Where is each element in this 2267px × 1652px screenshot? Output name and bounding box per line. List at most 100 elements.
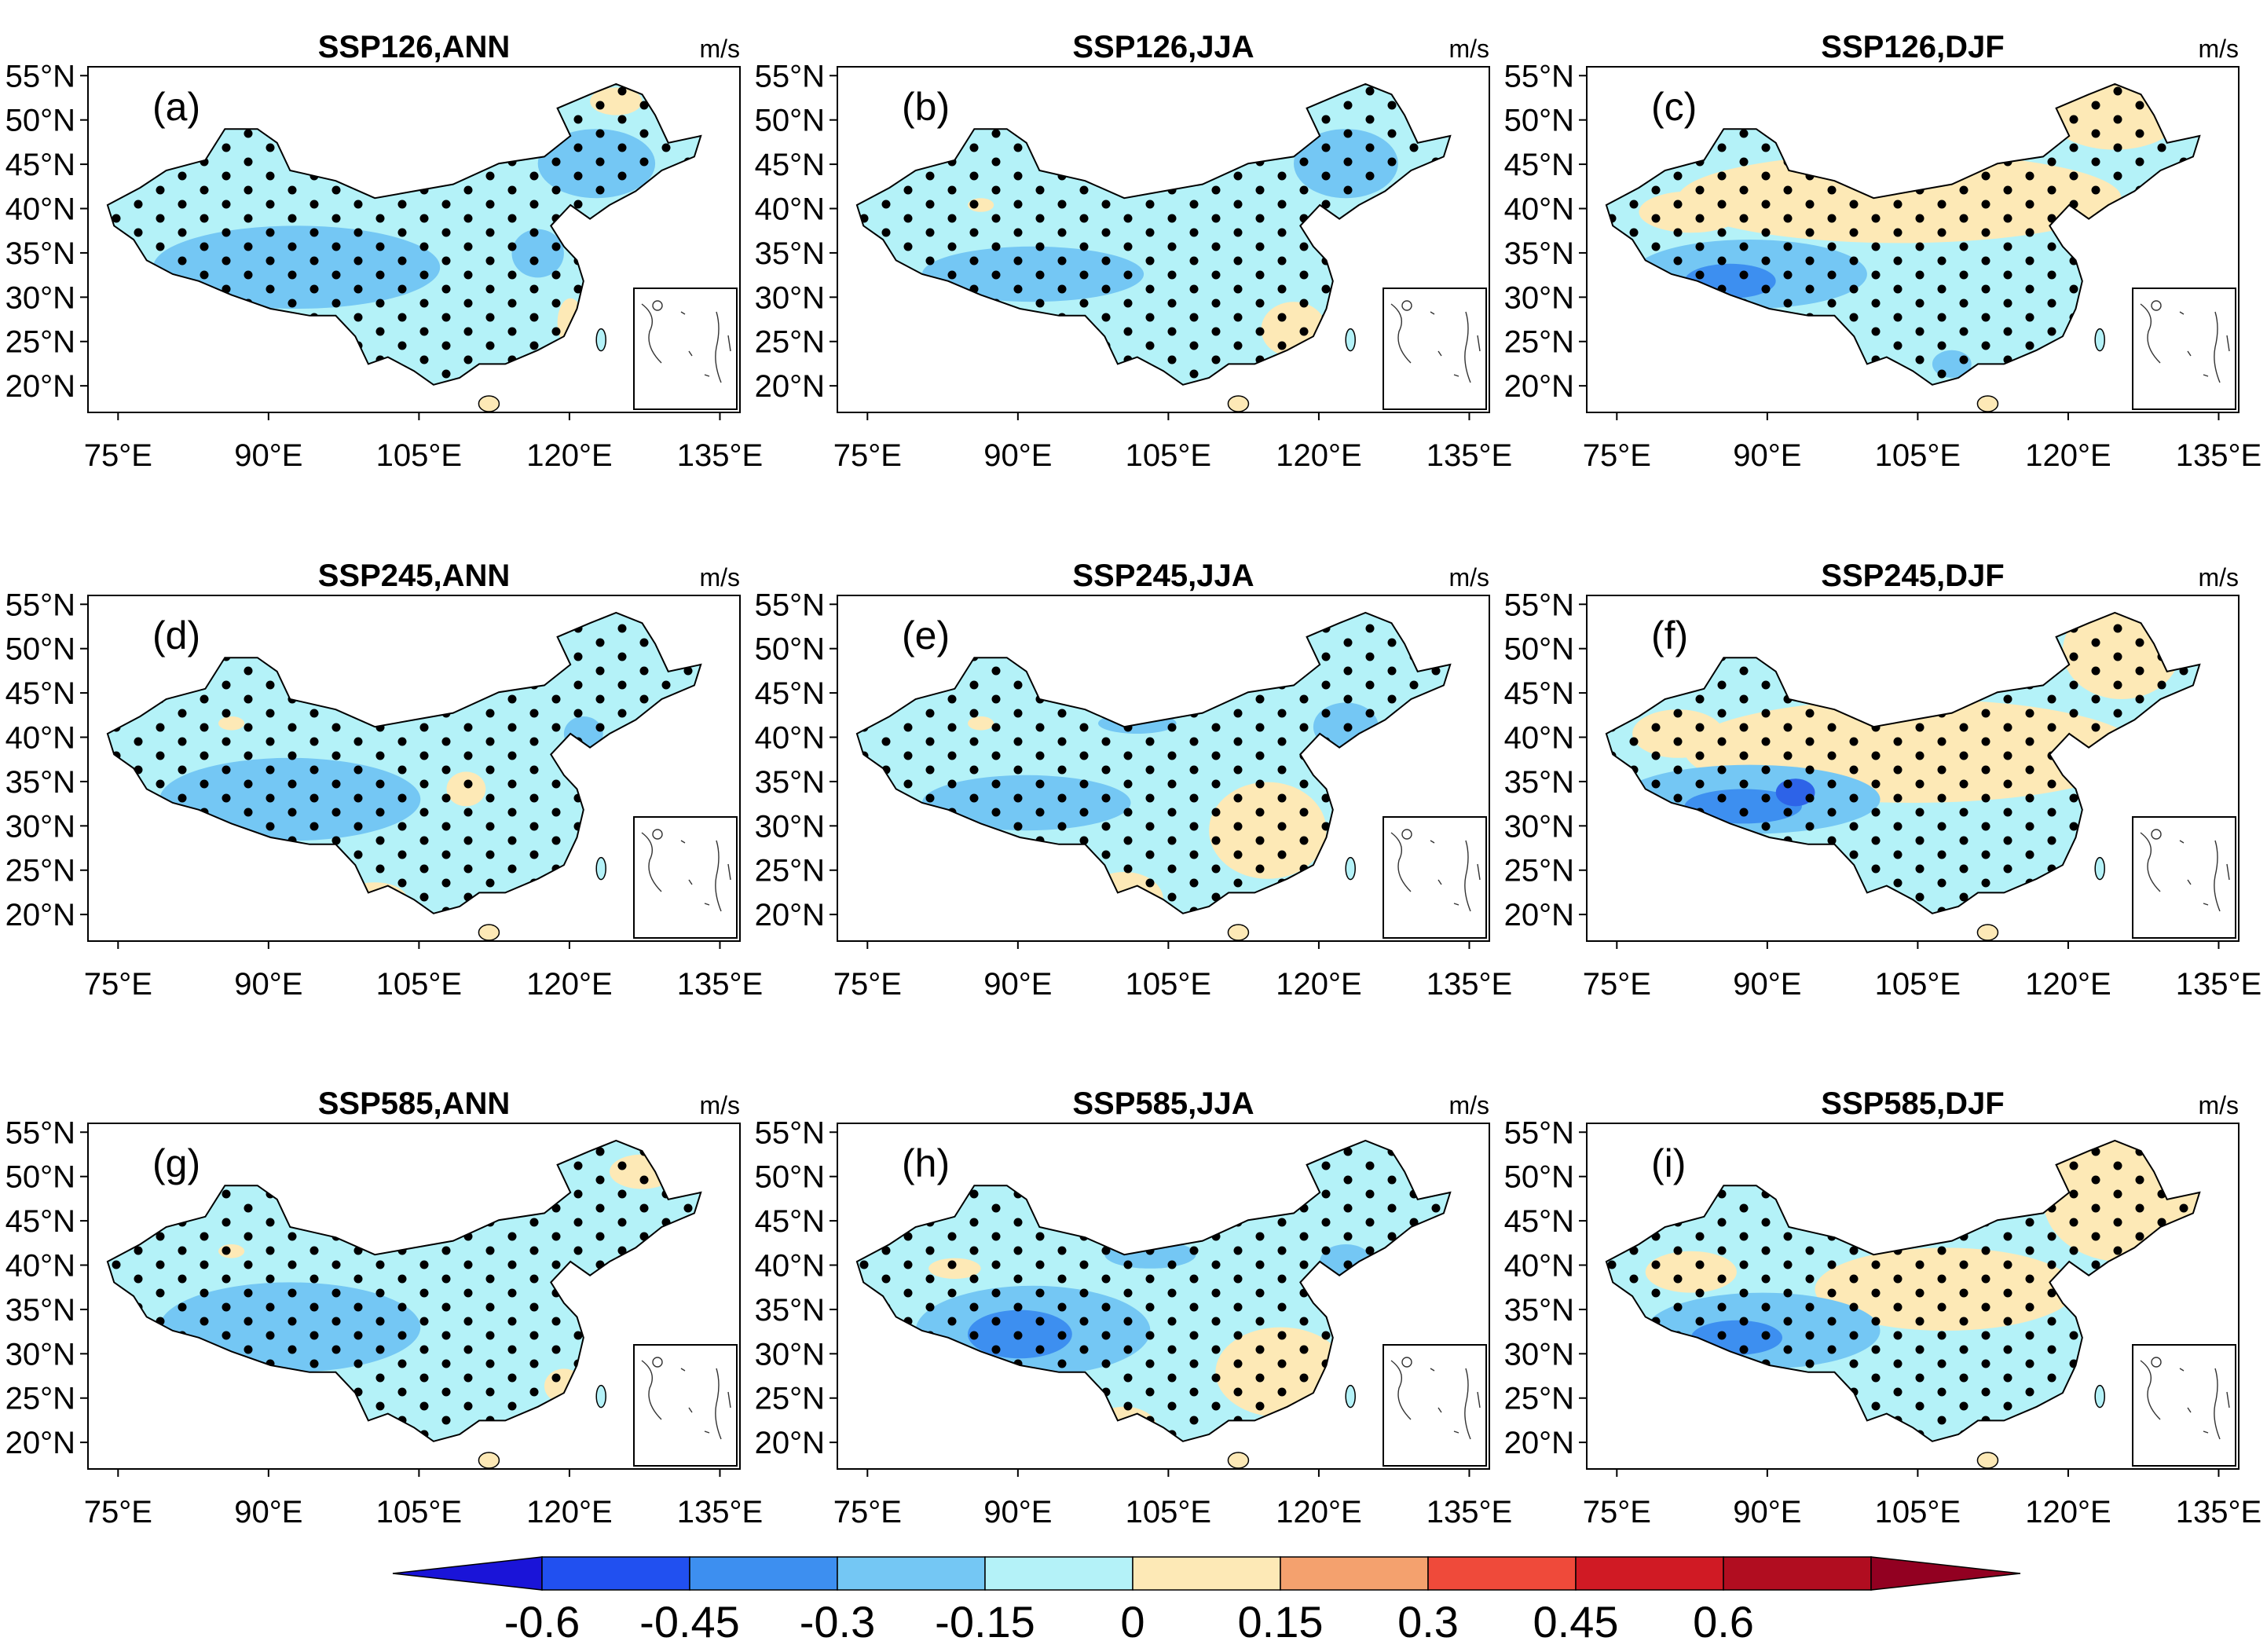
map-frame: [837, 595, 1490, 942]
significance-stipple: [1606, 613, 2200, 914]
lat-tick-label: 25°N: [755, 325, 825, 360]
lat-tick-label: 35°N: [755, 236, 825, 271]
taiwan-island: [2094, 856, 2105, 881]
inset-frame: [2132, 816, 2236, 939]
colorbar-segment: [541, 1556, 690, 1591]
lon-tick-label: 75°E: [1583, 438, 1651, 473]
lat-tick-label: 40°N: [755, 192, 825, 227]
south-china-sea-inset: [1383, 288, 1487, 410]
lat-tick-label: 45°N: [1504, 148, 1574, 182]
lat-tick-label: 50°N: [755, 632, 825, 667]
lat-tick-label: 30°N: [1504, 280, 1574, 315]
colorbar-segment: [1723, 1556, 1872, 1591]
map-panel-a: SSP126,ANN m/s (a) 55°N 50°N 45°N 40°N 35°N 30°N…: [5, 30, 764, 473]
lat-tick-label: 45°N: [755, 148, 825, 182]
panel-label: (c): [1651, 85, 1697, 129]
inset-coastline: [641, 1360, 731, 1440]
hainan-island: [1227, 924, 1250, 941]
lon-tick-label: 120°E: [526, 1495, 612, 1529]
lat-tick-label: 40°N: [1504, 192, 1574, 227]
significance-stipple: [107, 1141, 701, 1441]
colorbar-label: 0.3: [1397, 1597, 1459, 1647]
lat-tick-label: 50°N: [755, 104, 825, 138]
inset-island: [2151, 829, 2162, 840]
lon-tick-label: 75°E: [1583, 967, 1651, 1002]
south-china-sea-inset: [2132, 816, 2236, 939]
lat-tick-label: 35°N: [755, 765, 825, 800]
lat-tick-label: 45°N: [5, 1204, 75, 1239]
inset-island: [652, 300, 663, 311]
panel-label: (e): [902, 614, 950, 658]
panel-label: (a): [152, 85, 200, 129]
lat-tick-label: 20°N: [5, 898, 75, 932]
lat-tick-label: 35°N: [755, 1293, 825, 1328]
lat-tick-label: 40°N: [755, 1249, 825, 1284]
panel-unit: m/s: [699, 35, 740, 63]
hainan-island: [1227, 395, 1250, 412]
map-frame: [837, 66, 1490, 413]
lat-tick-label: 40°N: [5, 192, 75, 227]
south-china-sea-inset: [633, 288, 738, 410]
map-panel-g: SSP585,ANN m/s (g) 55°N 50°N 45°N 40°N 35°N 30°N…: [5, 1086, 764, 1529]
lat-tick-label: 35°N: [1504, 765, 1574, 800]
inset-frame: [1383, 288, 1487, 410]
lat-tick-label: 25°N: [1504, 854, 1574, 888]
china-outline: [106, 611, 702, 914]
inset-coastline: [1390, 1360, 1481, 1440]
lon-tick-label: 90°E: [983, 1495, 1052, 1529]
lon-tick-label: 105°E: [1875, 1495, 1961, 1529]
lat-tick-label: 50°N: [1504, 1160, 1574, 1195]
lon-tick-label: 90°E: [983, 967, 1052, 1002]
inset-frame: [1383, 816, 1487, 939]
colorbar-right-arrow: [1870, 1556, 2021, 1591]
panel-unit: m/s: [2198, 1091, 2239, 1119]
colorbar-segment: [984, 1556, 1134, 1591]
inset-frame: [633, 1344, 738, 1467]
panel-unit: m/s: [2198, 563, 2239, 592]
panel-grid: SSP126,ANN m/s (a) 55°N 50°N 45°N 40°N 35°N 30°N…: [5, 30, 2262, 1529]
colorbar-label: 0: [1120, 1597, 1144, 1647]
china-outline: [106, 82, 702, 386]
lon-tick-label: 75°E: [84, 438, 152, 473]
taiwan-island: [1345, 1384, 1356, 1408]
map-frame: [87, 1123, 741, 1470]
significance-stipple: [1606, 1141, 2200, 1441]
panel-title: SSP126,JJA: [1072, 30, 1254, 64]
lat-tick-label: 55°N: [1504, 59, 1574, 93]
panel-label: (g): [152, 1141, 200, 1185]
lat-tick-label: 55°N: [755, 588, 825, 622]
lon-tick-label: 90°E: [983, 438, 1052, 473]
lat-tick-label: 45°N: [1504, 676, 1574, 711]
lon-tick-label: 90°E: [234, 967, 302, 1002]
lon-tick-label: 135°E: [1426, 1495, 1512, 1529]
lon-tick-label: 120°E: [2025, 967, 2111, 1002]
china-outline: [855, 82, 1452, 386]
lat-tick-label: 35°N: [1504, 1293, 1574, 1328]
panel-label: (b): [902, 85, 950, 129]
colorbar-label: -0.15: [935, 1597, 1035, 1647]
lat-tick-label: 35°N: [5, 236, 75, 271]
lon-tick-label: 135°E: [2176, 1495, 2262, 1529]
hainan-island: [478, 1452, 500, 1469]
colorbar-label: 0.45: [1533, 1597, 1619, 1647]
colorbar-label: 0.15: [1238, 1597, 1324, 1647]
lat-tick-label: 20°N: [755, 898, 825, 932]
map-frame: [87, 66, 741, 413]
colorbar-label: -0.3: [800, 1597, 876, 1647]
lat-tick-label: 40°N: [755, 721, 825, 756]
inset-frame: [2132, 288, 2236, 410]
lat-tick-label: 20°N: [1504, 1426, 1574, 1460]
inset-frame: [2132, 1344, 2236, 1467]
lon-tick-label: 135°E: [2176, 967, 2262, 1002]
panel-title: SSP585,ANN: [318, 1086, 511, 1121]
lon-tick-label: 135°E: [677, 967, 763, 1002]
lon-tick-label: 105°E: [1126, 438, 1211, 473]
inset-frame: [1383, 1344, 1487, 1467]
significance-stipple: [856, 84, 1451, 385]
inset-island: [652, 829, 663, 840]
map-frame: [87, 595, 741, 942]
hainan-island: [478, 395, 500, 412]
hainan-island: [1976, 1452, 1999, 1469]
panel-title: SSP585,JJA: [1072, 1086, 1254, 1121]
